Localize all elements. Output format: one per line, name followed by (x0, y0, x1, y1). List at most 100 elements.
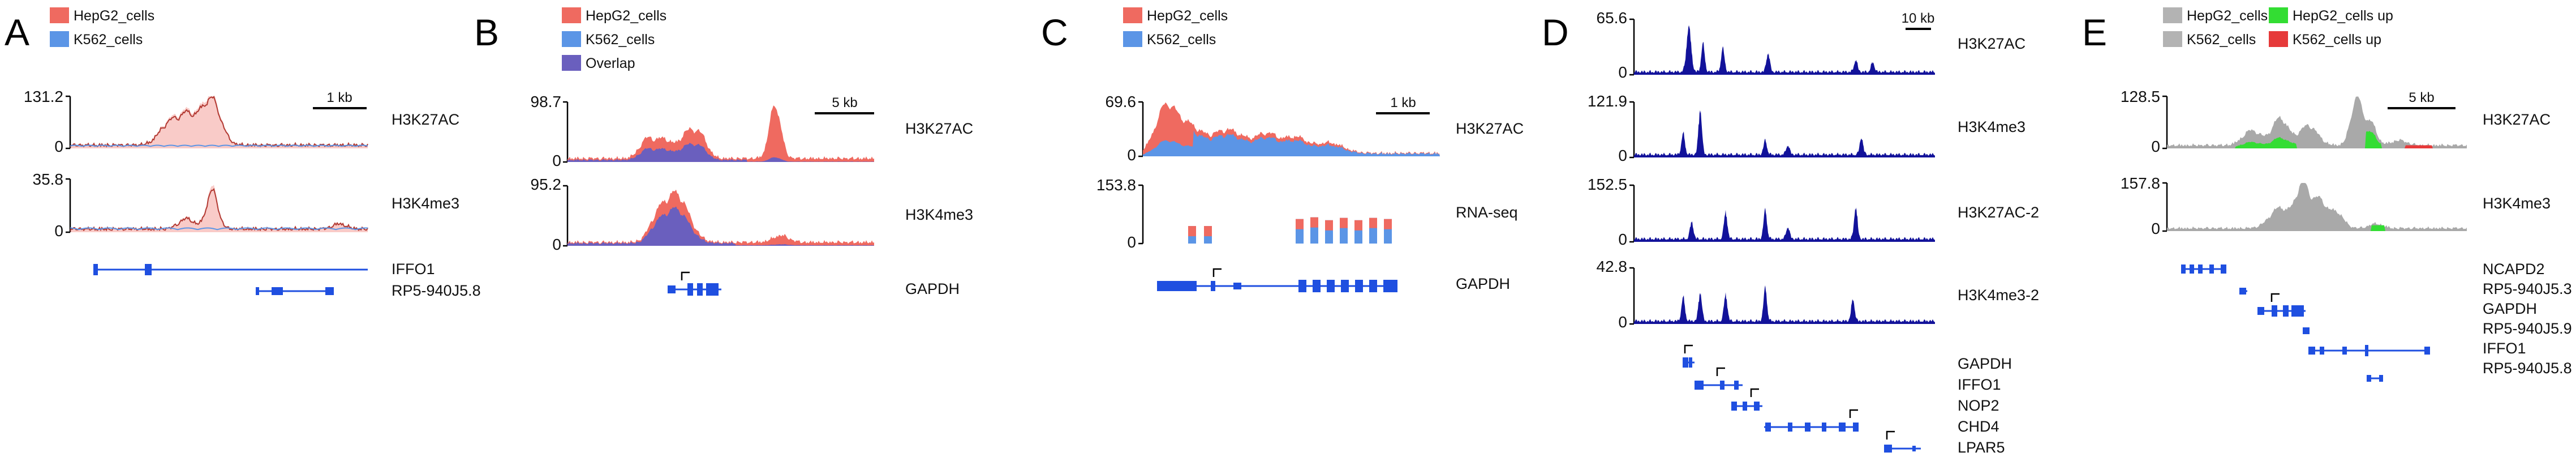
track-ymin: 0 (1618, 147, 1627, 164)
scale-bar-label: 1 kb (326, 90, 352, 105)
track-ymin: 0 (552, 152, 561, 169)
gene-iffo1-exon (1695, 381, 1704, 390)
rna-seq-bar-cap (1354, 220, 1362, 231)
gene-iffo1-exon (2365, 345, 2368, 356)
legend-swatch-overlap (562, 55, 581, 71)
gene-gapdh-exon (706, 283, 719, 296)
scale-bar-label: 5 kb (832, 95, 857, 110)
gene-iffo1-exon (2342, 347, 2347, 355)
gene-ncapd2-exon (2181, 265, 2186, 274)
hepg2-area (567, 105, 874, 162)
track-ymax: 35.8 (33, 170, 64, 188)
gene-gapdh-tss-arrow (2270, 293, 2280, 302)
gene-nop2-exon (1754, 402, 1760, 411)
track-label: H3K4me3-2 (1958, 287, 2039, 304)
gene-label: RP5-940J5.8 (392, 282, 481, 299)
hepg2-band (70, 185, 368, 232)
panel-d: D 10 kb 65.6 0 H3K27AC 121.9 0 H3K4me3 1… (1542, 9, 2039, 456)
legend-label-k562: K562_cells (1147, 32, 1216, 48)
track-ymax: 153.8 (1096, 176, 1136, 194)
gene-iffo1-exon (2424, 347, 2430, 355)
scale-bar-label: 1 kb (1390, 95, 1416, 110)
track-ymax: 65.6 (1597, 9, 1628, 27)
gene-label: GAPDH (1958, 355, 2012, 372)
gene-chd4-exon (1805, 423, 1810, 432)
gene-label: GAPDH (2483, 300, 2537, 317)
gene-gapdh-exon (1383, 280, 1397, 292)
track-label: RNA-seq (1456, 204, 1518, 221)
rna-seq-bar-cap (1369, 217, 1377, 228)
gene-rp5-940j5-8-exon (272, 287, 283, 295)
figure-graphics (66, 18, 2467, 453)
overlap-area (567, 206, 874, 246)
gene-gapdh-exon (1211, 281, 1215, 291)
rna-seq-bar-cap (1204, 226, 1212, 237)
gene-gapdh-exon (1233, 283, 1241, 289)
legend-label-hepg2: HepG2_cells (2187, 8, 2268, 24)
gene-label: IFFO1 (392, 261, 435, 278)
gene-gapdh-tss-arrow (681, 271, 690, 280)
track-label: H3K4me3 (905, 206, 973, 223)
panel-b-letter: B (474, 11, 499, 53)
gene-ncapd2-exon (2198, 265, 2203, 274)
panel-a: A HepG2_cells K562_cells 1 kb 131.2 0 H3… (5, 7, 481, 299)
gene-gapdh-exon (697, 283, 703, 296)
gene-chd4-exon (1822, 423, 1826, 432)
k562-area (1143, 130, 1440, 156)
legend-label-k562-up: K562_cells up (2293, 32, 2381, 48)
gene-gapdh-exon (1341, 280, 1349, 292)
gene-lpar5-exon (1884, 445, 1892, 453)
legend-swatch-k562 (2163, 31, 2182, 47)
chip-signal-area (1634, 25, 1935, 75)
gene-label: RP5-940J5.8 (2483, 360, 2572, 377)
gene-iffo1-exon (93, 264, 98, 275)
track-ymax: 121.9 (1588, 92, 1627, 110)
gene-label: RP5-940J5.3 (2483, 280, 2572, 297)
gene-chd4-exon (1853, 423, 1859, 432)
gene-iffo1-exon (1734, 381, 1739, 390)
chip-signal-area (1634, 285, 1935, 324)
legend-swatch-hepg2 (562, 7, 581, 23)
track-ymax: 69.6 (1106, 93, 1137, 110)
track-ymax: 157.8 (2121, 174, 2160, 192)
k562-signal-line (70, 144, 368, 147)
legend-swatch-k562 (1123, 31, 1142, 47)
gene-label: GAPDH (1456, 275, 1510, 292)
gene-label: GAPDH (905, 280, 960, 297)
grey-area (2167, 183, 2467, 231)
gene-rp5-940j5-3-exon (2239, 288, 2246, 295)
legend-swatch-hepg2 (1123, 7, 1142, 23)
gene-nop2-tss-arrow (1750, 388, 1759, 397)
rna-seq-bar-cap (1384, 219, 1392, 229)
gene-chd4-exon (1788, 423, 1792, 432)
panel-d-letter: D (1542, 11, 1569, 53)
gene-rp5-940j5-8-exon (256, 287, 259, 295)
gene-gapdh-tss-arrow (1684, 344, 1693, 353)
panel-c-letter: C (1041, 11, 1068, 53)
k562-signal-line (70, 227, 368, 231)
gene-label: IFFO1 (2483, 340, 2526, 357)
rna-seq-bar-cap (1188, 226, 1196, 237)
panel-b: B HepG2_cells K562_cells Overlap 5 kb 98… (474, 7, 973, 297)
gene-gapdh-exon (1369, 280, 1377, 292)
gene-iffo1-exon (2320, 347, 2324, 355)
gene-nop2-exon (1731, 402, 1737, 411)
track-label: H3K27AC (1456, 120, 1524, 137)
gene-gapdh-exon (1683, 357, 1688, 368)
gene-lpar5-tss-arrow (1886, 430, 1895, 440)
gene-label: LPAR5 (1958, 439, 2005, 456)
track-ymin: 0 (552, 236, 561, 253)
legend-swatch-hepg2 (50, 7, 69, 23)
gene-gapdh-exon (2257, 307, 2264, 315)
legend-swatch-hepg2-up (2269, 7, 2288, 23)
gene-chd4-exon (1839, 423, 1846, 432)
gene-rp5-940j5-8-exon (325, 287, 334, 295)
gene-gapdh-exon (687, 283, 693, 296)
gene-iffo1-exon (2308, 347, 2315, 355)
track-ymin: 0 (2151, 220, 2160, 237)
track-label: H3K4me3 (1958, 118, 2025, 135)
panel-e-letter: E (2082, 11, 2107, 53)
legend-label-hepg2: HepG2_cells (586, 8, 666, 24)
track-ymax: 98.7 (531, 93, 562, 110)
hepg2-area (567, 189, 874, 246)
